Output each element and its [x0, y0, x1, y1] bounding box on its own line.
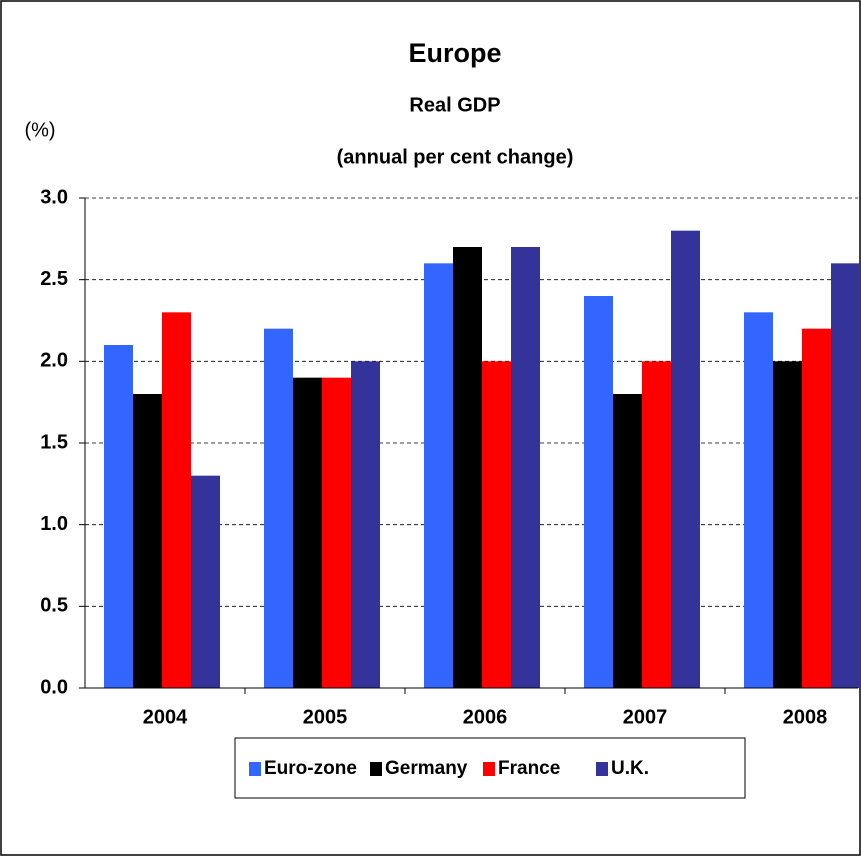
- legend-label: Germany: [385, 758, 468, 779]
- bar: [773, 361, 802, 688]
- bar: [293, 377, 322, 688]
- x-tick-label: 2004: [143, 706, 188, 728]
- legend-label: France: [498, 758, 560, 779]
- y-tick-label: 3.0: [40, 186, 68, 208]
- bar: [453, 247, 482, 688]
- x-tick-label: 2008: [783, 706, 828, 728]
- bar: [671, 230, 700, 688]
- bar: [584, 296, 613, 688]
- legend-swatch: [596, 762, 608, 776]
- chart-subtitle: (annual per cent change): [337, 146, 574, 168]
- x-tick-label: 2007: [623, 706, 668, 728]
- legend-swatch: [370, 762, 382, 776]
- bar: [642, 361, 671, 688]
- bar: [613, 394, 642, 688]
- chart-title: Europe: [408, 38, 501, 68]
- bar: [744, 312, 773, 688]
- bar: [133, 394, 162, 688]
- bar: [162, 312, 191, 688]
- legend-label: Euro-zone: [264, 758, 357, 779]
- bar: [351, 361, 380, 688]
- bar: [831, 263, 860, 688]
- x-tick-label: 2005: [303, 706, 348, 728]
- y-tick-label: 2.0: [40, 350, 68, 372]
- y-tick-label: 0.0: [40, 676, 68, 698]
- y-tick-label: 1.0: [40, 513, 68, 535]
- bar: [322, 377, 351, 688]
- bar: [802, 328, 831, 688]
- bar: [264, 328, 293, 688]
- bar: [511, 247, 540, 688]
- y-tick-label: 1.5: [40, 431, 68, 453]
- y-axis-label: (%): [24, 119, 55, 141]
- bar: [191, 475, 220, 688]
- legend-label: U.K.: [611, 758, 649, 779]
- y-tick-label: 0.5: [40, 595, 68, 617]
- bar: [482, 361, 511, 688]
- bar: [424, 263, 453, 688]
- legend-swatch: [483, 762, 495, 776]
- legend-swatch: [249, 762, 261, 776]
- x-tick-label: 2006: [463, 706, 508, 728]
- bar: [104, 345, 133, 688]
- y-tick-label: 2.5: [40, 268, 68, 290]
- chart-subtitle: Real GDP: [409, 94, 500, 116]
